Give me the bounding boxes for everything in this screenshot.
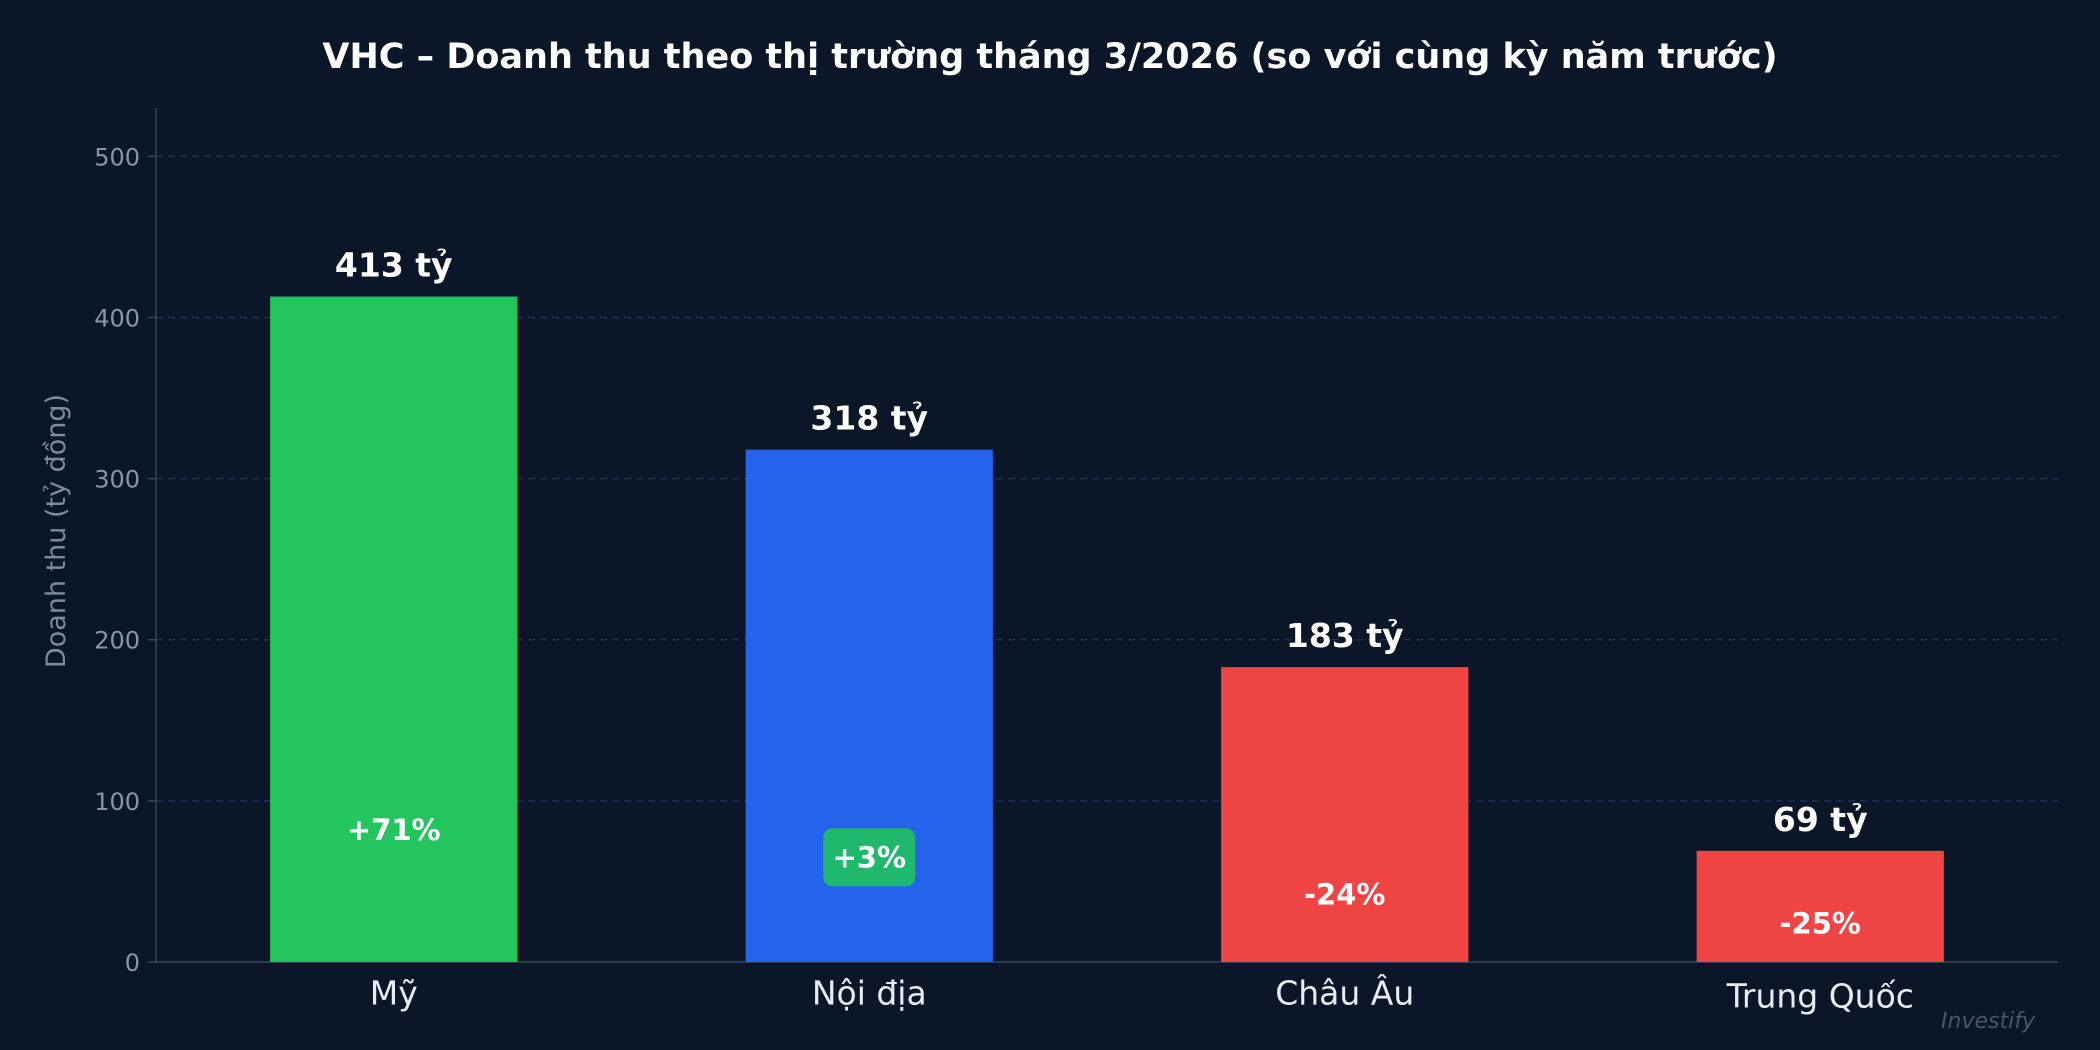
value-label-1: 413 tỷ (335, 246, 453, 285)
y-tick-label: 300 (94, 466, 140, 494)
change-label-2: +3% (832, 840, 906, 874)
x-tick-label-4: Trung Quốc (1726, 977, 1914, 1016)
change-badge-2 (823, 828, 916, 887)
y-axis-label: Doanh thu (tỷ đồng) (41, 394, 72, 668)
change-label-1: +71% (347, 813, 441, 847)
value-label-3: 183 tỷ (1286, 616, 1404, 655)
y-tick-label: 400 (94, 304, 140, 332)
bars (270, 296, 1944, 963)
change-label-3: -24% (1304, 877, 1385, 911)
bar-1 (270, 296, 518, 962)
bar-labels: 413 tỷ +71% 318 tỷ +3% 183 tỷ -24% 69 tỷ -25% (335, 246, 1868, 941)
chart-title: VHC – Doanh thu theo thị trường tháng 3/… (322, 37, 1777, 77)
change-label-4: -25% (1780, 906, 1861, 940)
x-tick-label-2: Nội địa (812, 974, 927, 1013)
y-tick-label: 500 (94, 143, 140, 171)
bar-3 (1221, 667, 1469, 962)
x-tick-label-3: Châu Âu (1275, 973, 1414, 1013)
bar-4 (1696, 850, 1944, 962)
x-tick-label-1: Mỹ (370, 974, 418, 1013)
y-tick-label: 0 (125, 949, 140, 977)
y-tick-label: 100 (94, 788, 140, 816)
y-tick-label: 200 (94, 627, 140, 655)
value-label-4: 69 tỷ (1773, 800, 1868, 839)
value-label-2: 318 tỷ (810, 399, 928, 438)
watermark-text: Investify (1941, 1009, 2036, 1034)
